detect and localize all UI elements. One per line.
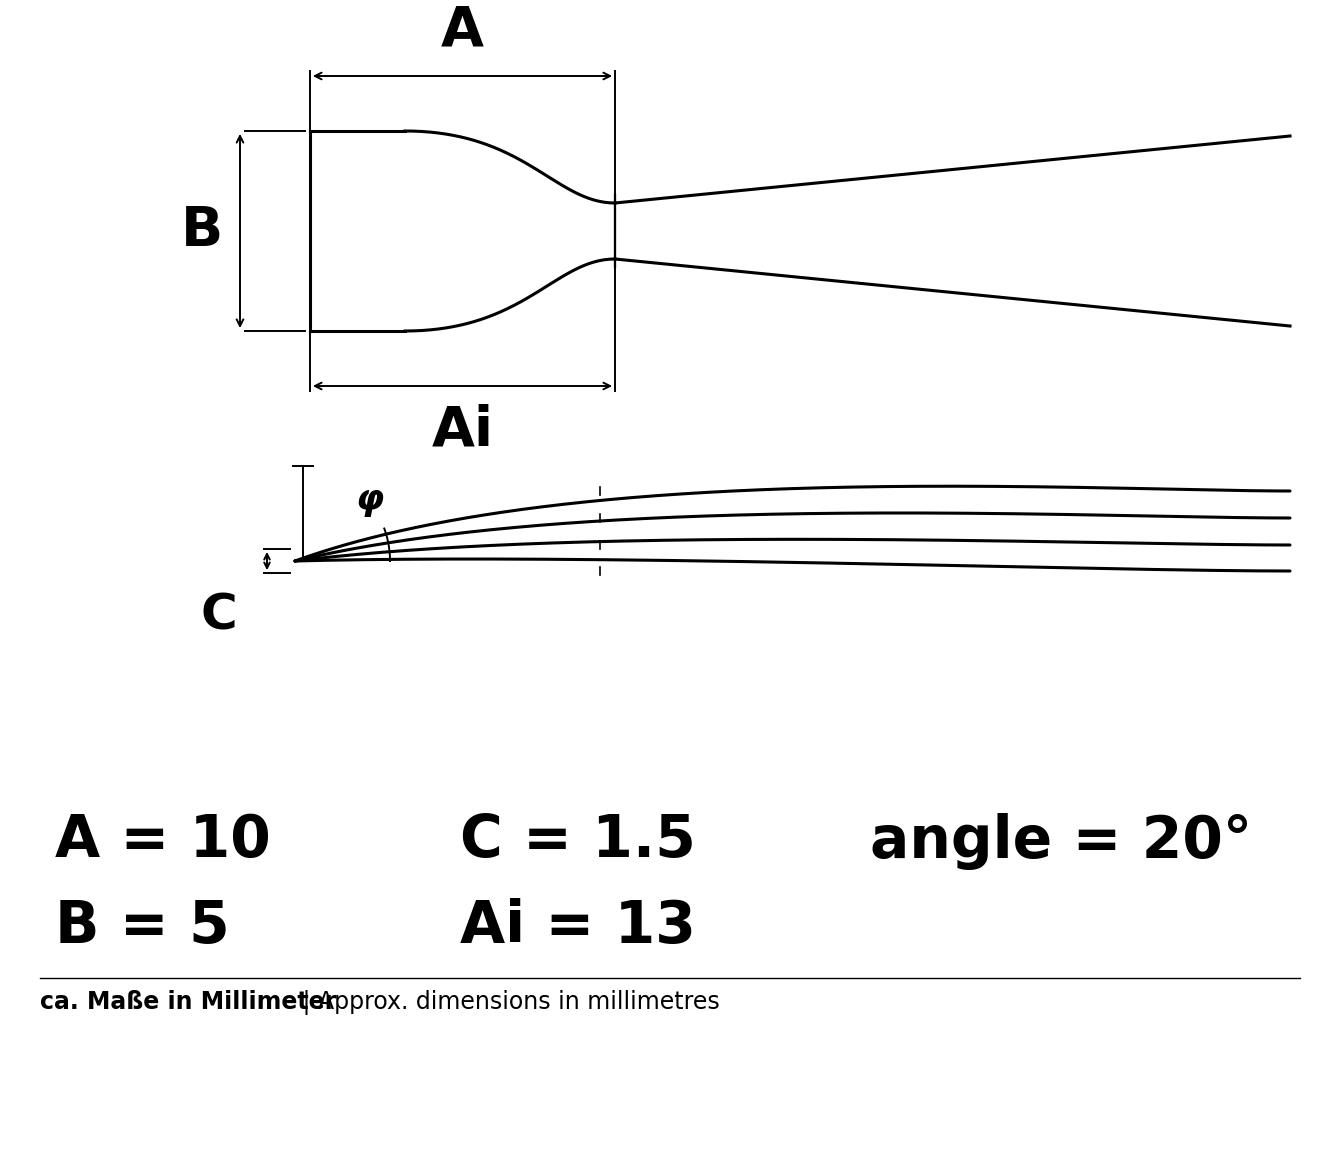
- Text: C = 1.5: C = 1.5: [460, 813, 695, 870]
- Text: Ai = 13: Ai = 13: [460, 897, 695, 954]
- Text: A: A: [441, 4, 484, 59]
- Text: ca. Maße in Millimeter: ca. Maße in Millimeter: [40, 989, 336, 1014]
- Text: C: C: [201, 593, 237, 641]
- Text: Ai: Ai: [431, 404, 493, 458]
- Text: B: B: [181, 204, 224, 258]
- Text: φ: φ: [355, 482, 383, 516]
- Text: | Approx. dimensions in millimetres: | Approx. dimensions in millimetres: [295, 989, 720, 1015]
- Text: B = 5: B = 5: [55, 897, 229, 954]
- Text: angle = 20°: angle = 20°: [870, 813, 1252, 870]
- Text: A = 10: A = 10: [55, 813, 271, 870]
